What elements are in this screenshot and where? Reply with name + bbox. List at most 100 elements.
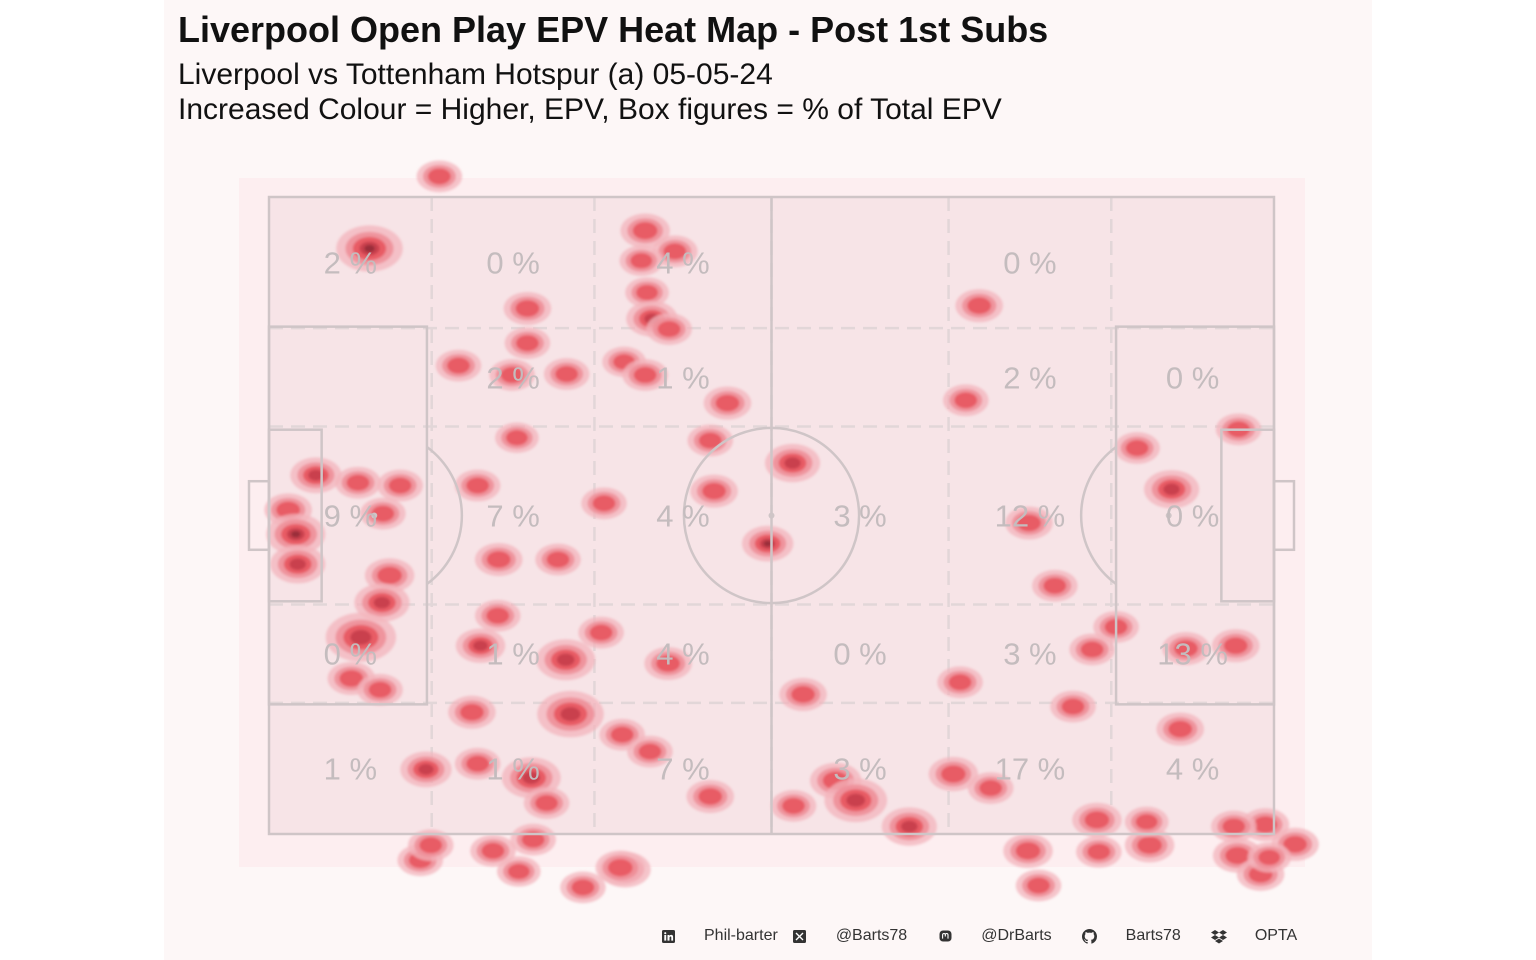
- heat-spot: [270, 545, 326, 584]
- heat-spot: [266, 513, 326, 555]
- heat-spot: [474, 542, 523, 577]
- heat-spot: [742, 525, 794, 562]
- heat-contour: [791, 686, 815, 703]
- heat-spot: [620, 213, 670, 248]
- heat-spot: [686, 779, 734, 814]
- heat-contour: [418, 764, 434, 775]
- heat-contour: [350, 629, 372, 645]
- heat-spot: [619, 245, 664, 276]
- zone-percent-label: 2 %: [1003, 360, 1056, 395]
- heat-spot: [535, 543, 581, 576]
- heat-contour: [1125, 440, 1149, 456]
- zone-percent-label: 0 %: [324, 637, 377, 672]
- chart-subtitle-legend: Increased Colour = Higher, EPV, Box figu…: [178, 93, 1002, 126]
- heat-spot: [1144, 470, 1200, 509]
- heat-spot: [824, 778, 888, 823]
- heat-spot: [703, 386, 752, 420]
- heat-spot: [537, 690, 604, 738]
- heat-contour: [486, 551, 511, 568]
- centre-circle: [682, 426, 861, 605]
- heat-contour: [607, 859, 633, 877]
- heat-spot: [501, 757, 561, 799]
- heat-spot: [943, 384, 989, 417]
- heat-contour: [663, 243, 687, 260]
- heat-spot: [1050, 690, 1096, 723]
- heat-contour: [373, 596, 391, 609]
- heat-spot: [435, 349, 482, 382]
- heat-contour: [763, 540, 772, 547]
- zone-percent-label: 1 %: [486, 751, 539, 786]
- mastodon-icon: [937, 928, 953, 944]
- heat-spot: [646, 313, 692, 345]
- heat-contour: [571, 879, 595, 896]
- heat-spot: [407, 829, 454, 862]
- linkedin-icon: [660, 928, 676, 944]
- penalty-spot-right: [1165, 512, 1172, 519]
- heat-contour: [466, 477, 490, 494]
- heat-contour: [784, 457, 801, 469]
- zone-percent-label: 0 %: [1166, 360, 1219, 395]
- heat-spot: [765, 443, 821, 483]
- penalty-arc-left: [426, 445, 464, 586]
- heat-contour: [1087, 843, 1111, 860]
- heat-contour: [954, 392, 978, 409]
- heat-contour: [427, 168, 451, 185]
- heat-spot: [1069, 633, 1115, 666]
- zone-percent-label: 7 %: [656, 751, 709, 786]
- heat-spot: [881, 807, 937, 846]
- heat-spot: [454, 747, 501, 780]
- heat-spot: [325, 612, 397, 662]
- heat-spot: [448, 695, 496, 729]
- zone-percent-label: 9 %: [324, 499, 377, 534]
- footer-source-label: OPTA: [1254, 927, 1298, 944]
- heat-spot: [1156, 712, 1204, 746]
- heat-contour: [846, 793, 866, 807]
- heat-contour: [636, 284, 658, 301]
- heat-contour: [632, 222, 658, 240]
- zone-labels: 2 % 0 % 4 % 0 % 2 % 1 % 2 % 0 % 9 % 7 % 4 % 3 % 12 %…: [324, 246, 1228, 787]
- heat-contour: [1135, 814, 1158, 830]
- heat-contour: [1080, 641, 1104, 658]
- heat-spot: [1124, 828, 1175, 863]
- heat-contour: [473, 640, 488, 651]
- heat-spot: [1162, 631, 1210, 666]
- heat-contour: [466, 755, 490, 772]
- zone-percent-label: 1 %: [656, 360, 709, 395]
- heat-contour: [1137, 836, 1162, 854]
- zone-percent-label: 4 %: [1166, 751, 1219, 786]
- zone-percent-label: 4 %: [656, 246, 709, 281]
- zone-percent-label: 13 %: [1157, 637, 1228, 672]
- heat-spot: [360, 497, 406, 530]
- zone-percent-label: 2 %: [324, 246, 377, 281]
- heat-contour: [460, 703, 484, 721]
- goal-left: [247, 479, 271, 552]
- heat-contour: [948, 674, 972, 691]
- heat-spot: [967, 772, 1014, 804]
- dropbox-icon: [1210, 928, 1227, 944]
- heat-spot: [1247, 842, 1292, 873]
- heat-contour: [967, 297, 992, 314]
- heat-spot: [1015, 869, 1062, 902]
- heat-contour: [702, 482, 726, 500]
- heat-spot: [627, 735, 673, 768]
- heat-contour: [364, 244, 375, 253]
- heat-contour: [388, 477, 412, 494]
- heat-spot: [928, 756, 979, 792]
- heat-contour: [481, 842, 505, 859]
- heat-spot: [377, 469, 423, 502]
- heat-contour: [1223, 637, 1248, 654]
- heat-contour: [1027, 877, 1050, 894]
- heat-spot: [644, 646, 692, 681]
- chart-title: Liverpool Open Play EPV Heat Map - Post …: [178, 9, 1049, 50]
- heat-spot: [1005, 506, 1053, 540]
- heat-contour: [1084, 811, 1110, 829]
- zone-percent-label: 3 %: [1003, 637, 1056, 672]
- heat-contour: [1225, 846, 1250, 865]
- heat-contour: [291, 530, 301, 538]
- heat-spot: [489, 359, 535, 391]
- heat-spot: [652, 235, 698, 268]
- heat-contour: [1015, 842, 1041, 860]
- heat-contour: [560, 707, 581, 722]
- heat-contour: [698, 432, 722, 449]
